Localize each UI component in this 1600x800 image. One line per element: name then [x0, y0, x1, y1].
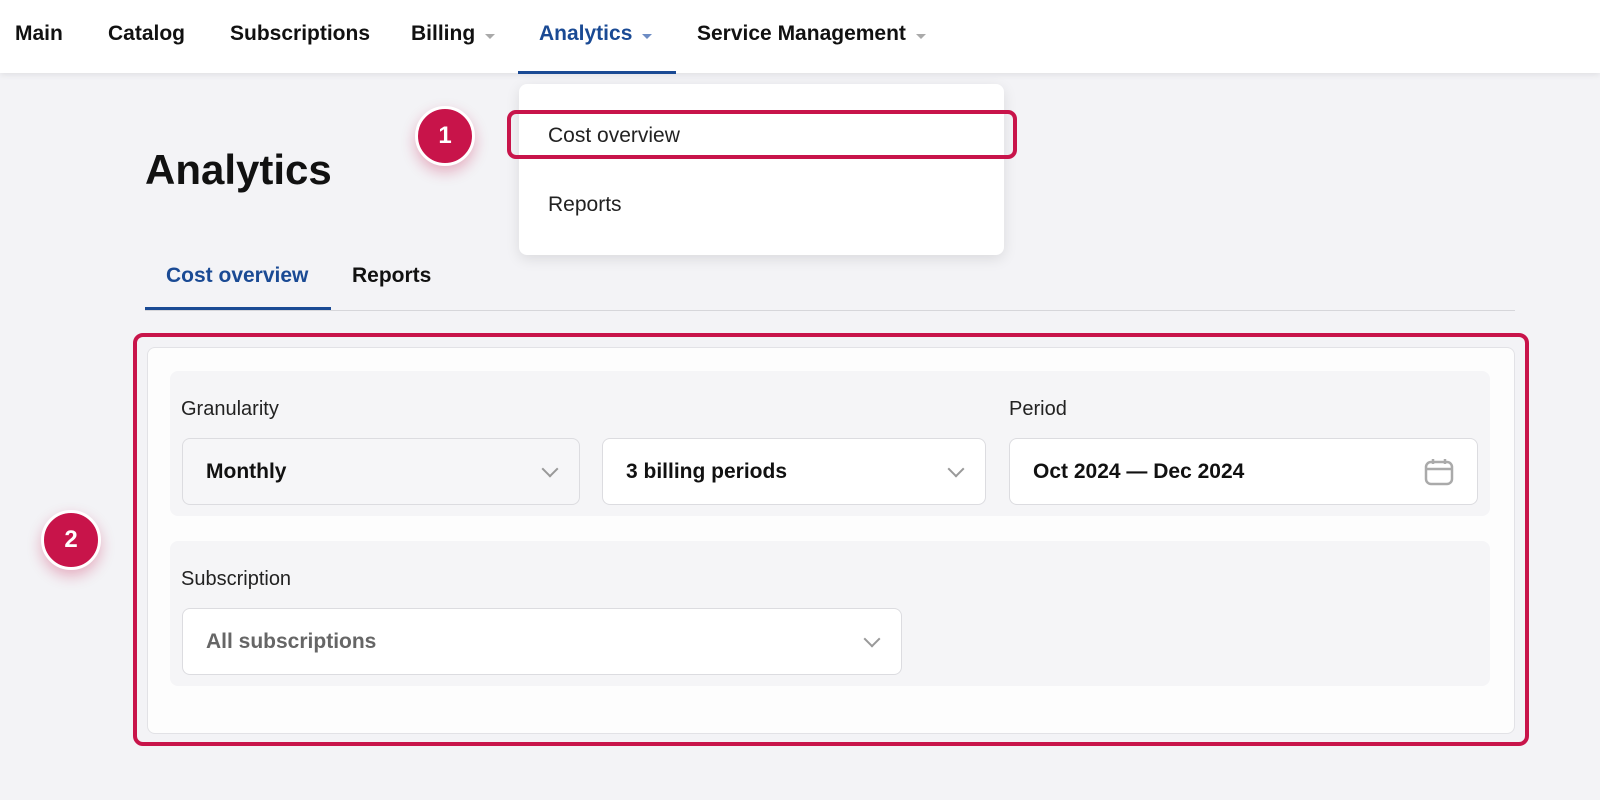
highlight-filters: [133, 333, 1529, 746]
tab-cost-overview[interactable]: Cost overview: [166, 264, 309, 287]
highlight-cost-overview: [507, 110, 1017, 159]
active-tab-indicator: [145, 307, 331, 310]
top-nav: Main Catalog Subscriptions Billing Analy…: [0, 0, 1600, 74]
caret-down-icon: [915, 33, 926, 39]
calendar-icon: [1424, 458, 1454, 485]
menu-item-cost-overview[interactable]: Cost overview: [548, 124, 680, 147]
granularity-label: Granularity: [181, 398, 279, 420]
nav-label: Analytics: [539, 22, 633, 45]
nav-label: Catalog: [108, 22, 186, 45]
nav-catalog[interactable]: Catalog: [108, 22, 185, 46]
nav-analytics[interactable]: Analytics: [539, 22, 653, 46]
period-label: Period: [1009, 398, 1067, 420]
nav-label: Service Management: [697, 22, 906, 45]
nav-main[interactable]: Main: [15, 22, 63, 46]
billing-periods-select[interactable]: 3 billing periods: [602, 438, 986, 505]
granularity-value: Monthly: [206, 459, 287, 483]
period-picker[interactable]: Oct 2024 — Dec 2024: [1009, 438, 1478, 505]
nav-service-management[interactable]: Service Management: [697, 22, 926, 46]
nav-label: Main: [15, 22, 63, 45]
tabs-divider: [145, 310, 1515, 311]
step-badge-1: 1: [415, 106, 475, 166]
granularity-select[interactable]: Monthly: [182, 438, 580, 505]
subscription-label: Subscription: [181, 568, 292, 590]
page-title: Analytics: [145, 146, 332, 193]
nav-active-indicator: [518, 71, 676, 74]
nav-subscriptions[interactable]: Subscriptions: [230, 22, 370, 46]
nav-label: Subscriptions: [230, 22, 371, 45]
period-value: Oct 2024 — Dec 2024: [1033, 459, 1245, 483]
step-badge-2: 2: [41, 510, 101, 570]
menu-item-reports[interactable]: Reports: [548, 193, 622, 216]
caret-down-icon: [485, 33, 496, 39]
periods-value: 3 billing periods: [626, 459, 788, 483]
nav-billing[interactable]: Billing: [411, 22, 496, 46]
subscription-placeholder: All subscriptions: [206, 629, 377, 653]
tab-reports[interactable]: Reports: [352, 264, 432, 287]
caret-down-icon: [642, 33, 653, 39]
nav-label: Billing: [411, 22, 476, 45]
subscription-select[interactable]: All subscriptions: [182, 608, 902, 675]
